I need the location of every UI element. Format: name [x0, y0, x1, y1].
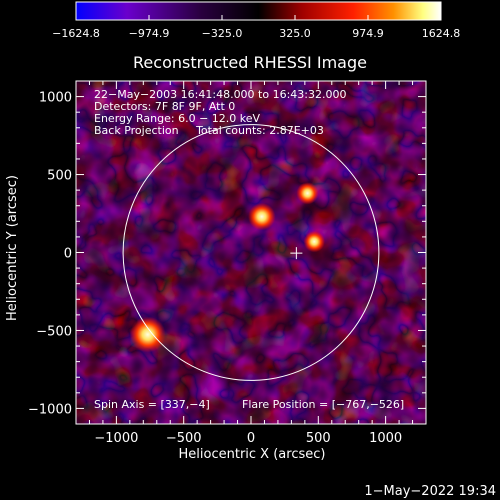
info-line-4: Back Projection Total counts: 2.87E+03	[94, 124, 324, 137]
y-tick-label: 1000	[39, 91, 72, 106]
heatmap-texture	[76, 81, 426, 424]
colorbar-tick-label: 1624.8	[422, 27, 461, 40]
y-tick-label: 500	[47, 169, 72, 184]
colorbar: −1624.8 −974.9 −325.0 325.0 974.9 1624.8	[52, 1, 461, 40]
plot-area: −1000 −500 0 500 1000 −1000 −500 0 500 1000	[28, 80, 427, 446]
colorbar-tick-label: 325.0	[279, 27, 311, 40]
colorbar-tick-label: −325.0	[202, 27, 243, 40]
flare-position-label: Flare Position = [−767,−526]	[242, 398, 404, 411]
colorbar-tick-label: −974.9	[129, 27, 170, 40]
source-blob-2	[248, 202, 276, 231]
y-tick-label: 0	[64, 247, 72, 262]
x-tick-label: 0	[247, 431, 255, 446]
solar-limb-circle	[122, 124, 380, 381]
x-tick-label: 500	[306, 431, 331, 446]
y-axis-title: Heliocentric Y (arcsec)	[5, 175, 20, 321]
source-blob-1	[129, 316, 166, 353]
info-line-3: Energy Range: 6.0 − 12.0 keV	[94, 112, 261, 125]
colorbar-tick-label: −1624.8	[52, 27, 100, 40]
y-tick-label: −1000	[28, 402, 72, 417]
x-tick-label: −1000	[94, 431, 138, 446]
x-tick-label: −500	[166, 431, 202, 446]
spin-axis-label: Spin Axis = [337,−4]	[94, 398, 210, 411]
info-line-1: 22−May−2003 16:41:48.000 to 16:43:32.000	[94, 88, 347, 101]
x-tick-label: 1000	[369, 431, 402, 446]
x-axis-title: Heliocentric X (arcsec)	[179, 447, 326, 462]
source-blob-4	[303, 230, 325, 253]
source-blob-3	[296, 182, 319, 205]
y-tick-label: −500	[36, 324, 72, 339]
observation-info: 22−May−2003 16:41:48.000 to 16:43:32.000…	[94, 88, 347, 137]
colorbar-gradient	[75, 1, 442, 21]
footer-timestamp: 1−May−2022 19:34	[364, 484, 496, 499]
spin-axis-marker	[290, 247, 303, 260]
chart-title: Reconstructed RHESSI Image	[133, 53, 367, 72]
info-line-2: Detectors: 7F 8F 9F, Att 0	[94, 100, 235, 113]
colorbar-tick-label: 974.9	[352, 27, 384, 40]
